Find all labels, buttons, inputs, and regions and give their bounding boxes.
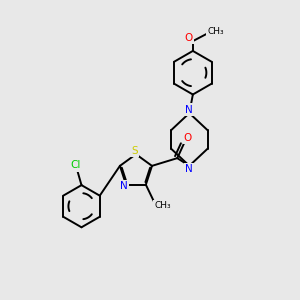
Text: O: O [184,33,193,43]
Text: S: S [131,146,138,156]
Text: CH₃: CH₃ [154,201,171,210]
Text: O: O [184,133,192,143]
Text: N: N [185,105,193,115]
Text: Cl: Cl [70,160,81,170]
Text: N: N [185,164,193,174]
Text: CH₃: CH₃ [207,27,224,36]
Text: N: N [120,182,128,191]
